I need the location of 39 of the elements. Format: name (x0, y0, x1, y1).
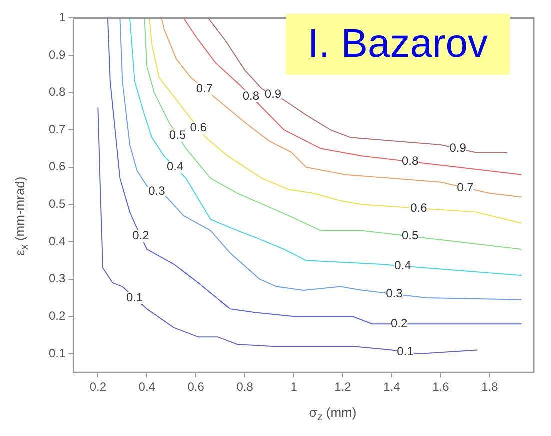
y-tick-label: 0.4 (48, 234, 66, 248)
text: 0.9 (450, 141, 466, 156)
series-label: 0.5 (402, 228, 420, 243)
y-tick-label: 0.1 (48, 346, 66, 360)
x-tick-label: 1.6 (432, 380, 450, 394)
y-tick-label: 0.7 (48, 122, 66, 136)
y-tick-label: 0.2 (48, 308, 66, 323)
text: 0.2 (390, 316, 408, 330)
text: 0.7 (457, 180, 474, 194)
y-tick-label: 1 (58, 10, 66, 25)
x-tick-label: 0.8 (236, 380, 254, 394)
text: 0.4 (166, 160, 184, 174)
series-label: 0.6 (410, 200, 428, 215)
series-label: 0.9 (264, 86, 282, 101)
annotation: I. Bazarov (286, 14, 510, 75)
series-label: 0.2 (132, 228, 150, 243)
y-tick-label: 0.6 (48, 160, 66, 174)
text: 0.8 (242, 88, 260, 103)
x-tick-label: 0.4 (138, 380, 156, 394)
y-tick-label: 0.5 (48, 197, 66, 212)
y-tick-label: 0.9 (48, 48, 66, 62)
series-label: 0.4 (394, 258, 412, 273)
y-tick-label: 0.3 (48, 272, 66, 286)
series-label: 0.7 (196, 81, 214, 96)
text: 0.6 (190, 120, 207, 135)
x-axis-title: σ$_{z}$ (mm) (308, 405, 358, 424)
y-tick-label: 0.8 (48, 85, 66, 100)
x-tick-label: 1.8 (482, 380, 499, 394)
series-label: 0.8 (402, 154, 420, 168)
text: 0.3 (148, 184, 166, 198)
text: 0.5 (169, 128, 186, 142)
series-label: 0.1 (126, 290, 144, 304)
text: 0.1 (397, 344, 414, 358)
x-tick-label: 0.6 (188, 380, 205, 394)
series-label: 0.3 (386, 286, 404, 301)
x-tick-label: 1 (290, 380, 298, 394)
x-tick-label: 1.2 (334, 380, 352, 394)
x-tick-label: 1.4 (384, 380, 401, 394)
x-tick-label: 0.2 (90, 380, 107, 394)
